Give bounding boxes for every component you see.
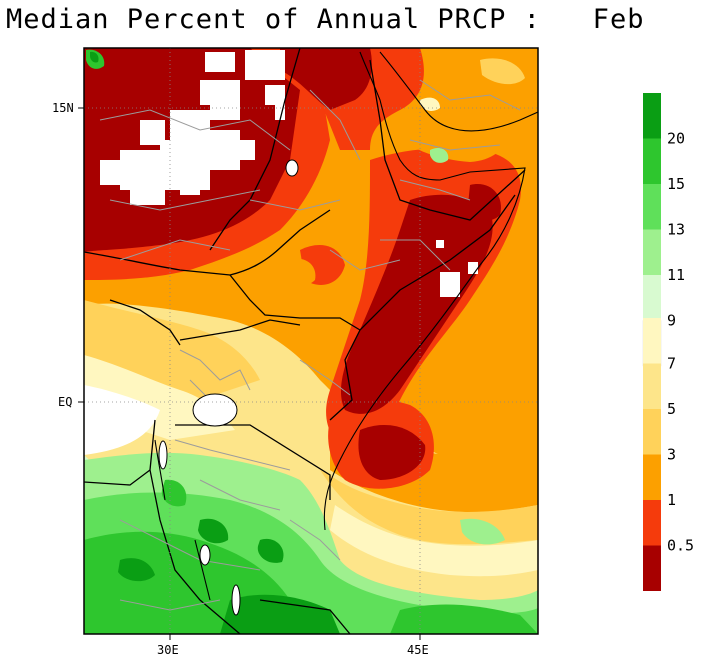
colorbar-swatch [643, 138, 661, 184]
colorbar-swatch [643, 409, 661, 455]
precip-field [84, 48, 538, 634]
colorbar-swatch [643, 93, 661, 139]
map-title: Median Percent of Annual PRCP : Feb [6, 4, 645, 35]
colorbar-swatch [643, 545, 661, 591]
lat-label-eq: EQ [58, 395, 72, 409]
colorbar-label: 13 [667, 221, 685, 239]
map-frame [83, 47, 539, 635]
colorbar-label: 9 [667, 312, 676, 330]
colorbar-label: 1 [667, 491, 676, 509]
colorbar-label: 7 [667, 355, 676, 373]
colorbar-swatch [643, 184, 661, 230]
coastlines [154, 51, 538, 601]
colorbar-swatch [643, 229, 661, 275]
colorbar-swatch [643, 454, 661, 500]
colorbar-swatch [643, 275, 661, 321]
colorbar-label: 5 [667, 400, 676, 418]
colorbar-swatch [643, 500, 661, 546]
lat-label-15n: 15N [52, 101, 74, 115]
colorbar-label: 15 [667, 175, 685, 193]
admin-boundaries [99, 79, 521, 611]
lon-label-45e: 45E [407, 643, 429, 657]
graticule [84, 48, 538, 634]
colorbar-dry: 7 5 3 1 0.5 [643, 318, 694, 591]
lon-label-30e: 30E [157, 643, 179, 657]
axis-ticks [78, 107, 421, 640]
missing-data-blocks [100, 50, 478, 297]
colorbar-swatch [643, 318, 661, 364]
colorbar-label: 0.5 [667, 537, 694, 555]
colorbar-swatch [643, 363, 661, 409]
colorbar-label: 20 [667, 130, 685, 148]
country-borders [84, 48, 526, 634]
colorbar-label: 3 [667, 446, 676, 464]
colorbar-label: 11 [667, 266, 685, 284]
